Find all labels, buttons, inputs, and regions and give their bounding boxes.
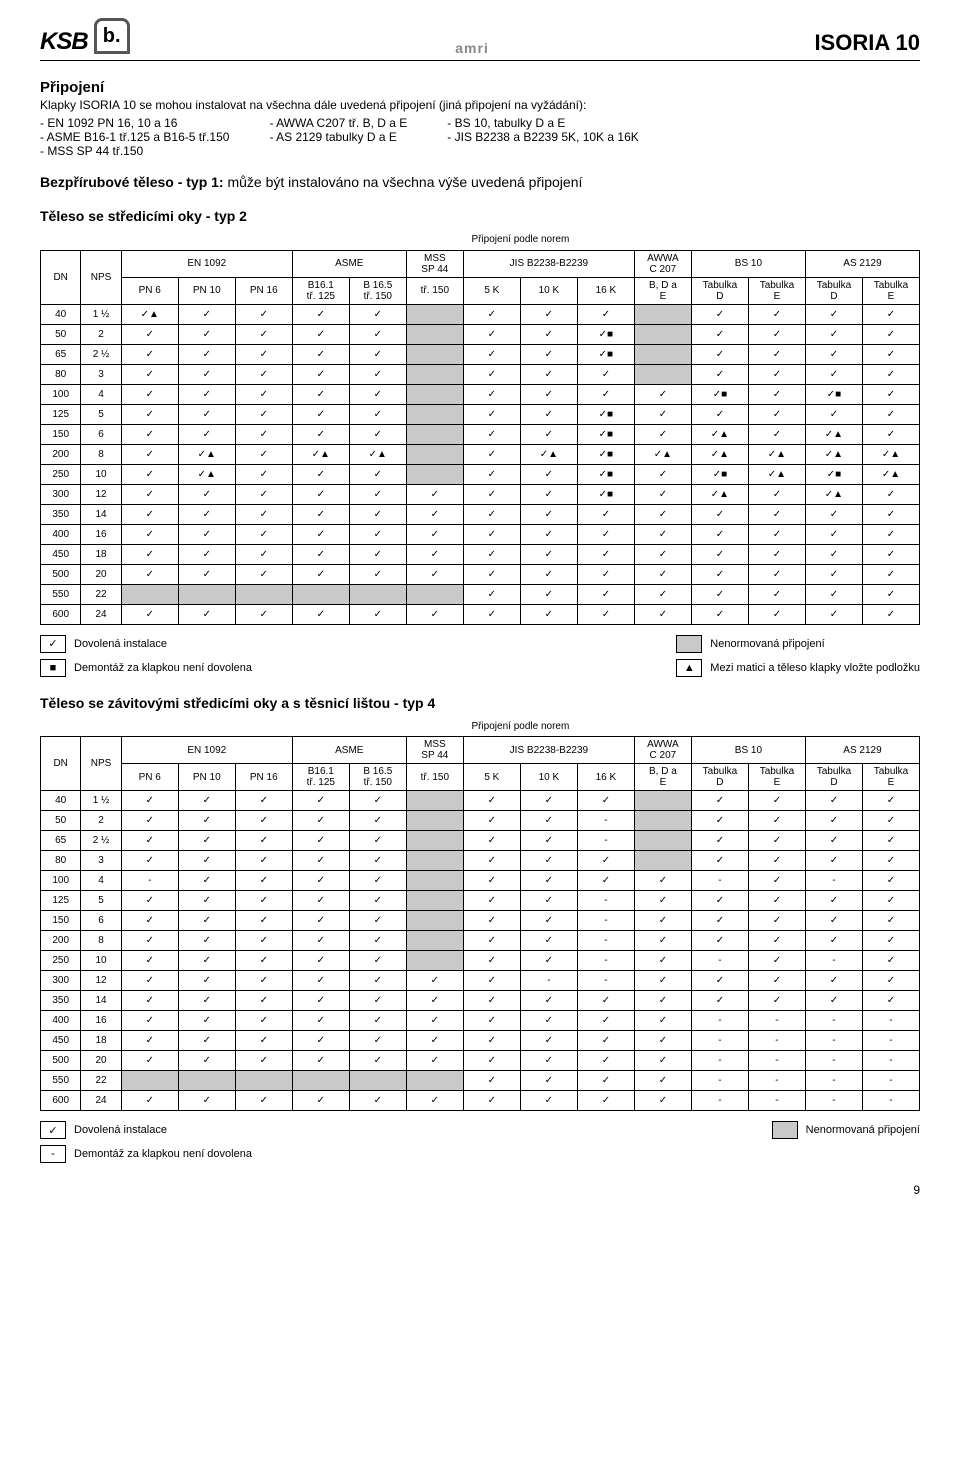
bullet-item: ASME B16-1 tř.125 a B16-5 tř.150 [40,130,229,144]
bullet-item: AS 2129 tabulky D a E [269,130,407,144]
bullet-col-3: BS 10, tabulky D a E JIS B2238 a B2239 5… [447,116,638,158]
page-header: KSB b. amri ISORIA 10 [40,0,920,61]
table-row: 803✓✓✓✓✓✓✓✓✓✓✓✓ [41,851,920,871]
table-row: 45018✓✓✓✓✓✓✓✓✓✓---- [41,1031,920,1051]
table-row: 401 ½✓✓✓✓✓✓✓✓✓✓✓✓ [41,791,920,811]
table-row: 502✓✓✓✓✓✓✓✓■✓✓✓✓ [41,324,920,344]
table-row: 30012✓✓✓✓✓✓✓--✓✓✓✓✓ [41,971,920,991]
table-row: 652 ½✓✓✓✓✓✓✓✓■✓✓✓✓ [41,344,920,364]
bullet-col-2: AWWA C207 tř. B, D a E AS 2129 tabulky D… [269,116,407,158]
bullet-columns: EN 1092 PN 16, 10 a 16 ASME B16-1 tř.125… [40,116,920,158]
typ2-legend: ✓ Dovolená instalace ■ Demontáž za klapk… [40,635,920,677]
table-row: 50020✓✓✓✓✓✓✓✓✓✓---- [41,1051,920,1071]
typ2-title: Těleso se středicími oky - typ 2 [40,208,920,224]
legend-text: Dovolená instalace [74,638,167,650]
legend-item: ■ Demontáž za klapkou není dovolena [40,659,252,677]
typ4-legend: ✓ Dovolená instalace - Demontáž za klapk… [40,1121,920,1163]
legend-item: ✓ Dovolená instalace [40,635,252,653]
legend-text: Dovolená instalace [74,1124,167,1136]
square-icon: ■ [40,659,66,677]
shade-swatch [772,1121,798,1139]
table-row: 1255✓✓✓✓✓✓✓✓■✓✓✓✓✓ [41,404,920,424]
table-row: 55022✓✓✓✓✓✓✓✓ [41,584,920,604]
table-row: 35014✓✓✓✓✓✓✓✓✓✓✓✓✓✓ [41,504,920,524]
table-row: 803✓✓✓✓✓✓✓✓✓✓✓✓ [41,364,920,384]
typ2-table: Připojení podle noremDNNPSEN 1092ASMEMSS… [40,230,920,625]
table-row: 40016✓✓✓✓✓✓✓✓✓✓---- [41,1011,920,1031]
page-number: 9 [40,1183,920,1197]
section-intro: Klapky ISORIA 10 se mohou instalovat na … [40,98,920,112]
table-row: 25010✓✓✓✓✓✓✓-✓-✓-✓ [41,951,920,971]
product-title: ISORIA 10 [814,30,920,56]
legend-text: Demontáž za klapkou není dovolena [74,1148,252,1160]
table-row: 45018✓✓✓✓✓✓✓✓✓✓✓✓✓✓ [41,544,920,564]
note-line: Bezpřírubové těleso - typ 1: může být in… [40,174,920,190]
bullet-col-1: EN 1092 PN 16, 10 a 16 ASME B16-1 tř.125… [40,116,229,158]
bullet-item: AWWA C207 tř. B, D a E [269,116,407,130]
bullet-item: MSS SP 44 tř.150 [40,144,229,158]
legend-text: Nenormovaná připojení [806,1124,920,1136]
typ4-title: Těleso se závitovými středicími oky a s … [40,695,920,711]
table-row: 60024✓✓✓✓✓✓✓✓✓✓✓✓✓✓ [41,604,920,624]
legend-item: ▲ Mezi matici a těleso klapky vložte pod… [676,659,920,677]
note-rest: může být instalováno na všechna výše uve… [224,174,583,190]
legend-text: Mezi matici a těleso klapky vložte podlo… [710,662,920,674]
table-row: 25010✓✓▲✓✓✓✓✓✓■✓✓■✓▲✓■✓▲ [41,464,920,484]
table-row: 1004-✓✓✓✓✓✓✓✓-✓-✓ [41,871,920,891]
bullet-item: BS 10, tabulky D a E [447,116,638,130]
check-icon: ✓ [40,635,66,653]
table-row: 652 ½✓✓✓✓✓✓✓-✓✓✓✓ [41,831,920,851]
table-row: 40016✓✓✓✓✓✓✓✓✓✓✓✓✓✓ [41,524,920,544]
legend-item: - Demontáž za klapkou není dovolena [40,1145,252,1163]
table-row: 1004✓✓✓✓✓✓✓✓✓✓■✓✓■✓ [41,384,920,404]
ksb-logo-text: KSB [40,28,88,56]
section-title: Připojení [40,79,920,96]
table-row: 50020✓✓✓✓✓✓✓✓✓✓✓✓✓✓ [41,564,920,584]
table-row: 2008✓✓✓✓✓✓✓-✓✓✓✓✓ [41,931,920,951]
table-row: 30012✓✓✓✓✓✓✓✓✓■✓✓▲✓✓▲✓ [41,484,920,504]
table-row: 55022✓✓✓✓---- [41,1071,920,1091]
table-row: 60024✓✓✓✓✓✓✓✓✓✓---- [41,1091,920,1111]
legend-text: Demontáž za klapkou není dovolena [74,662,252,674]
legend-item: Nenormovaná připojení [772,1121,920,1139]
table-row: 1506✓✓✓✓✓✓✓✓■✓✓▲✓✓▲✓ [41,424,920,444]
table-row: 2008✓✓▲✓✓▲✓▲✓✓▲✓■✓▲✓▲✓▲✓▲✓▲ [41,444,920,464]
ksb-logo-icon: b. [94,18,130,54]
triangle-icon: ▲ [676,659,702,677]
brand-left: KSB b. [40,20,130,56]
dash-icon: - [40,1145,66,1163]
typ4-table: Připojení podle noremDNNPSEN 1092ASMEMSS… [40,717,920,1112]
table-row: 401 ½✓▲✓✓✓✓✓✓✓✓✓✓✓ [41,304,920,324]
bullet-item: JIS B2238 a B2239 5K, 10K a 16K [447,130,638,144]
table-row: 1255✓✓✓✓✓✓✓-✓✓✓✓✓ [41,891,920,911]
check-icon: ✓ [40,1121,66,1139]
table-row: 502✓✓✓✓✓✓✓-✓✓✓✓ [41,811,920,831]
bullet-item: EN 1092 PN 16, 10 a 16 [40,116,229,130]
legend-item: ✓ Dovolená instalace [40,1121,252,1139]
legend-text: Nenormovaná připojení [710,638,824,650]
shade-swatch [676,635,702,653]
note-bold: Bezpřírubové těleso - typ 1: [40,174,224,190]
brand-mid: amri [455,40,489,56]
table-row: 1506✓✓✓✓✓✓✓-✓✓✓✓✓ [41,911,920,931]
table-row: 35014✓✓✓✓✓✓✓✓✓✓✓✓✓✓ [41,991,920,1011]
legend-item: Nenormovaná připojení [676,635,920,653]
